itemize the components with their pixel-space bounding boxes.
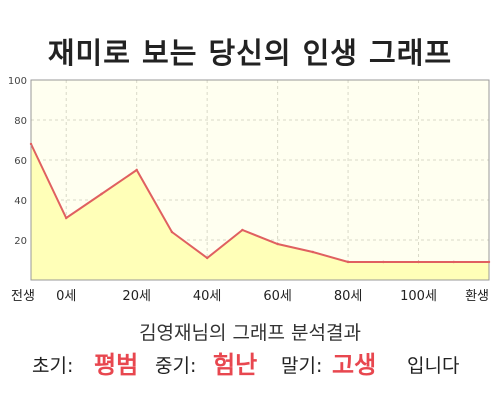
x-tick-label: 100세: [400, 289, 437, 304]
data-point: [346, 260, 350, 264]
x-tick-label: 0세: [56, 289, 76, 304]
x-tick-label: 60세: [263, 289, 292, 304]
y-tick-label: 100: [8, 76, 27, 87]
early-label: 초기:: [32, 355, 74, 377]
y-tick-label: 80: [14, 116, 27, 127]
y-tick-label: 20: [14, 236, 27, 247]
data-points: [29, 142, 491, 264]
result-suffix: 입니다: [407, 355, 460, 377]
late-value: 고생: [332, 351, 377, 379]
analysis-result: 초기: 평범 중기: 험난 말기: 고생 입니다: [0, 343, 500, 383]
life-graph-chart: 20 40 60 80 100 전생 0세 20세 40세 60세 80세 100세 환생: [8, 76, 491, 304]
x-axis-ticks: 전생 0세 20세 40세 60세 80세 100세 환생: [11, 289, 489, 304]
data-point: [206, 256, 209, 260]
series-area: [31, 144, 489, 280]
early-value: 평범: [94, 351, 139, 379]
y-axis-ticks: 20 40 60 80 100: [8, 76, 27, 247]
x-tick-label: 80세: [334, 289, 363, 304]
data-point: [65, 216, 68, 220]
data-point: [487, 260, 491, 264]
middle-value: 험난: [213, 351, 258, 379]
x-tick-label: 40세: [193, 289, 222, 304]
series-line: [30, 143, 489, 263]
x-tick-label: 환생: [465, 289, 489, 304]
data-point: [241, 228, 244, 232]
analysis-subtitle: 김영재님의 그래프 분석결과: [139, 322, 361, 344]
data-point: [100, 192, 103, 196]
middle-label: 중기:: [155, 355, 197, 377]
data-point: [452, 260, 455, 264]
data-point: [170, 230, 174, 234]
data-point: [382, 260, 385, 264]
data-point: [417, 260, 420, 264]
plot-border: [30, 79, 490, 281]
x-tick-label: 전생: [11, 289, 35, 304]
page-title: 재미로 보는 당신의 인생 그래프: [47, 36, 453, 70]
late-label: 말기:: [281, 355, 323, 377]
y-tick-label: 40: [14, 196, 27, 207]
y-tick-label: 60: [14, 156, 27, 167]
data-point: [276, 242, 279, 246]
x-tick-label: 20세: [122, 289, 151, 304]
data-point: [311, 250, 314, 254]
data-point: [29, 142, 33, 146]
data-point: [135, 168, 138, 172]
